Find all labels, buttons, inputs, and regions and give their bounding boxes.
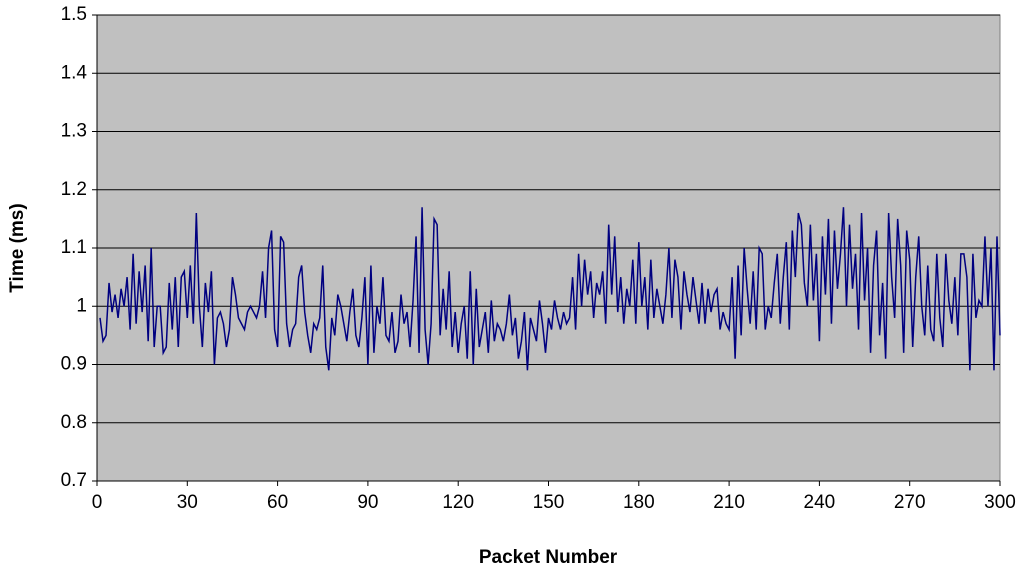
y-tick-label: 1.5 [61, 4, 87, 25]
x-tick-label: 120 [442, 492, 474, 513]
data-line [99, 207, 1001, 371]
y-tick-label: 0.7 [61, 470, 87, 491]
x-tick-label: 180 [623, 492, 655, 513]
y-tick-label: 1.4 [61, 62, 88, 83]
y-tick-label: 0.8 [61, 412, 87, 433]
y-tick-label: 1.2 [61, 179, 87, 200]
x-tick-label: 300 [984, 492, 1016, 513]
y-tick-label: 1.3 [61, 121, 87, 142]
y-axis-title: Time (ms) [7, 203, 28, 292]
y-tick-label: 1.1 [61, 237, 87, 258]
x-tick-label: 150 [533, 492, 565, 513]
x-tick-label: 210 [713, 492, 745, 513]
x-tick-label: 0 [92, 492, 103, 513]
y-tick-label: 1 [76, 295, 87, 316]
x-tick-label: 30 [177, 492, 198, 513]
x-tick-label: 270 [894, 492, 926, 513]
x-tick-label: 60 [267, 492, 288, 513]
x-axis-title: Packet Number [479, 547, 618, 568]
x-tick-label: 240 [804, 492, 836, 513]
x-tick-label: 90 [357, 492, 378, 513]
y-tick-label: 0.9 [61, 354, 87, 375]
